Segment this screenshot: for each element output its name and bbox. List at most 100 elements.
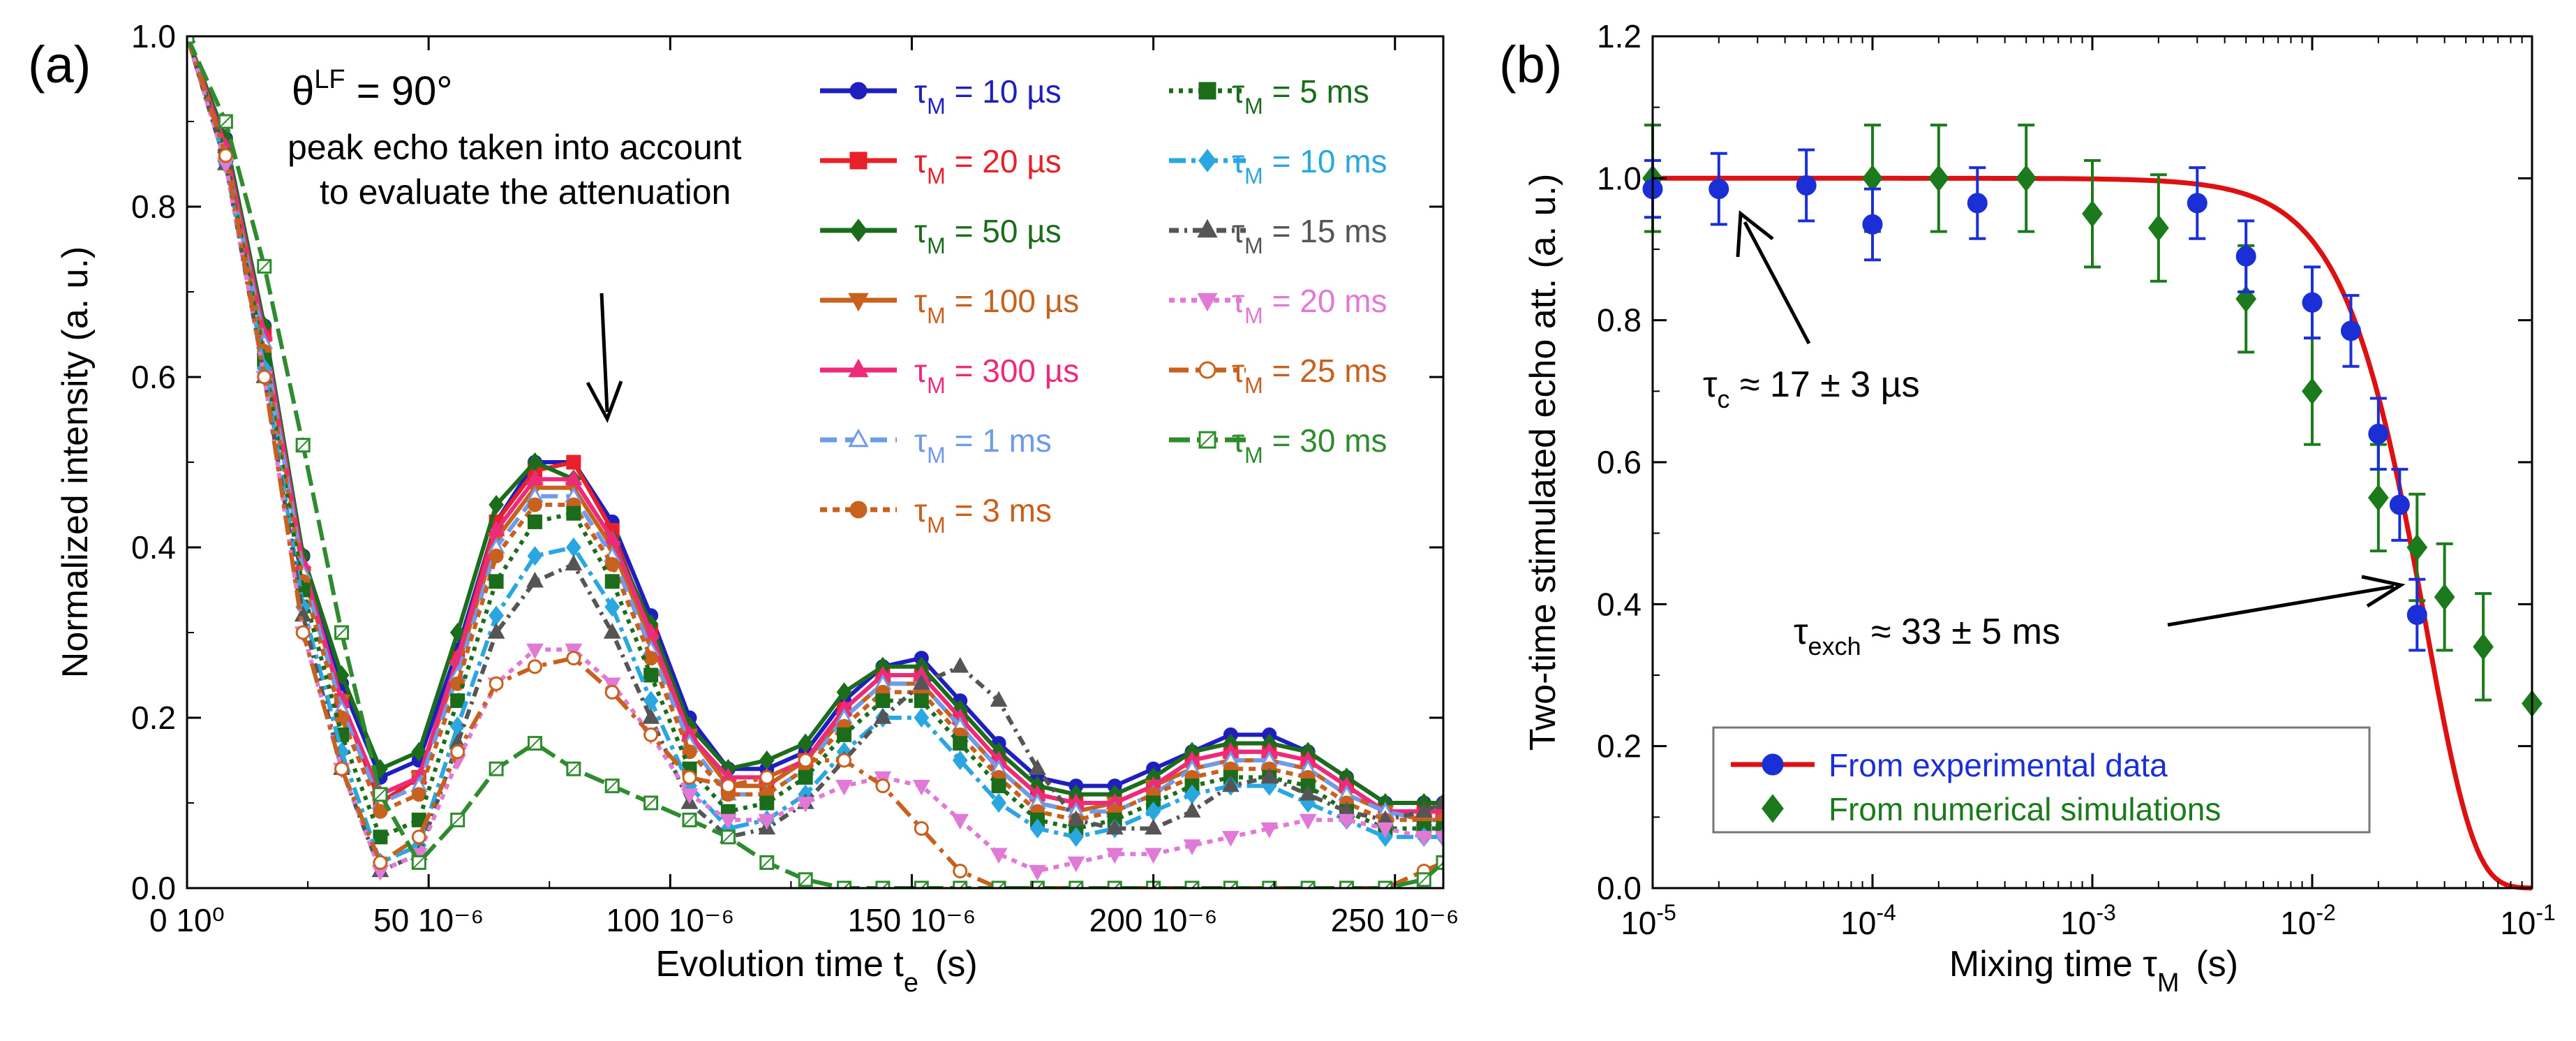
series-point-7-10 [566,505,581,521]
series-point-12-3 [295,438,311,453]
series-point-11-15 [759,769,775,785]
panel-a-xlabel-main: Evolution time t [655,944,904,984]
panel-a-ytick-label-2: 0.4 [131,529,176,566]
series-point-12-14 [720,829,736,845]
series-line-12 [187,36,1443,888]
series-point-12-24 [1107,880,1122,888]
legend-marker-1 [849,152,868,170]
series-point-9-18 [874,708,892,724]
series-300s-group [187,36,1443,818]
legend-marker-11 [1198,361,1216,379]
legend-b-label-1: From numerical simulations [1829,791,2221,827]
panel-b: (b) 0.0 0.2 0.4 0.6 0.8 1.0 1.2 10-5 10-4 10-3 10-… [1499,18,2556,998]
series-point-10-25 [1145,848,1163,864]
series-point-12-2 [257,258,272,274]
legend-marker-8 [1198,149,1216,172]
series-point-10-20 [951,813,969,830]
series-point-2-5 [373,759,388,779]
scatter-point-0-10 [2389,494,2410,515]
series-point-8-19 [914,707,930,728]
tau-c-symbol: τ [1703,364,1718,405]
series-point-9-25 [1145,818,1163,835]
series-point-12-23-box [1069,880,1084,888]
series-point-11-10 [566,651,581,666]
tau-exch-annotation: τexch ≈ 33 ± 5 ms [1794,612,2060,660]
series-point-7-33 [1436,821,1443,836]
panel-a-xtick-label-1: 50 10⁻⁶ [373,902,484,938]
series-point-12-22-box [1029,880,1045,888]
note-line-1: peak echo taken into account [288,128,742,167]
series-point-12-27-box [1223,880,1238,888]
series-point-9-28 [1260,767,1279,784]
series-point-12-32-slash [1417,873,1431,887]
series-point-12-27-slash [1229,881,1238,888]
series-point-8-11 [604,597,620,617]
series-point-11-12 [643,727,659,742]
series-point-12-29-box [1300,880,1316,888]
series-point-12-7-slash [450,813,465,827]
legend-marker-7 [1198,82,1216,100]
series-point-7-20 [953,736,968,751]
series-point-11-19 [914,821,929,836]
series-point-12-30-box [1339,880,1355,888]
series-point-12-21 [991,880,1006,888]
series-point-7-8 [489,574,504,589]
series-point-9-23 [1067,810,1085,827]
series-point-10-21 [990,848,1008,864]
scatter-point-0-5 [2187,193,2208,214]
series-line-8 [187,36,1443,865]
series-point-7-15 [759,795,775,811]
legend-entry-4: τM = 300 µs [820,353,1079,398]
series-point-12-3-slash [296,438,310,452]
legend-b-label-0: From experimental data [1829,747,2168,783]
legend-entry-6: τM = 3 ms [820,492,1052,538]
series-line-6 [187,36,1443,822]
series-point-12-10 [566,761,581,776]
scatter-point-1-1 [1862,164,1883,192]
series-line-11 [187,36,1443,888]
series-point-12-33 [1436,855,1443,870]
series-point-10-26 [1183,839,1201,855]
series-point-11-6 [411,829,426,845]
legend-entry-2: τM = 50 µs [820,213,1062,258]
series-point-10-9 [526,643,544,660]
series-point-6-6 [411,787,426,802]
series-point-12-32 [1416,872,1431,887]
theta-symbol: θ [292,68,314,114]
series-point-12-31-box [1378,880,1393,888]
legend-marker-5 [848,428,869,448]
series-point-12-21-slash [997,881,1006,888]
legend-b-marker-0 [1762,753,1784,776]
series-point-12-30-slash [1346,881,1354,888]
panel-b-ytick-label-1: 0.2 [1597,728,1641,765]
series-point-11-5 [373,855,388,870]
series-point-11-2 [257,369,272,385]
series-point-12-30 [1339,880,1355,888]
series-point-12-4-slash [334,626,349,640]
scatter-point-0-1 [1708,179,1729,200]
series-point-12-23 [1069,880,1084,888]
series-point-10-17 [835,779,853,796]
panel-a-ticks: 0.0 0.2 0.4 0.6 0.8 1.0 0 10⁰ 50 10⁻⁶ 100 10⁻⁶ 15… [131,18,1459,938]
legend-label-3: τM = 100 µs [914,283,1079,328]
series-point-10-23 [1067,856,1085,873]
series-point-6-5 [373,804,388,819]
series-point-12-11 [604,778,620,794]
series-point-10-28 [1260,822,1279,839]
panel-a-legend: τM = 10 µs τM = 20 µs τM = 50 µs τM = 100 µ… [820,73,1387,538]
series-point-10-13 [680,788,699,804]
series-point-10-32 [1415,831,1433,847]
legend-entry-5: τM = 1 ms [820,422,1052,468]
series-point-9-8 [487,623,505,639]
series-point-12-2-slash [258,259,271,274]
series-point-6-8 [489,548,504,563]
series-point-12-17-box [837,880,852,888]
series-point-12-9 [527,736,542,751]
panel-a-ytick-label-0: 0.0 [131,870,176,906]
series-point-9-10 [565,554,583,571]
series-point-10-30 [1338,813,1355,830]
series-point-8-7 [449,716,466,737]
panel-b-xlabel-main: Mixing time τ [1949,944,2157,984]
series-point-12-19 [914,880,929,888]
